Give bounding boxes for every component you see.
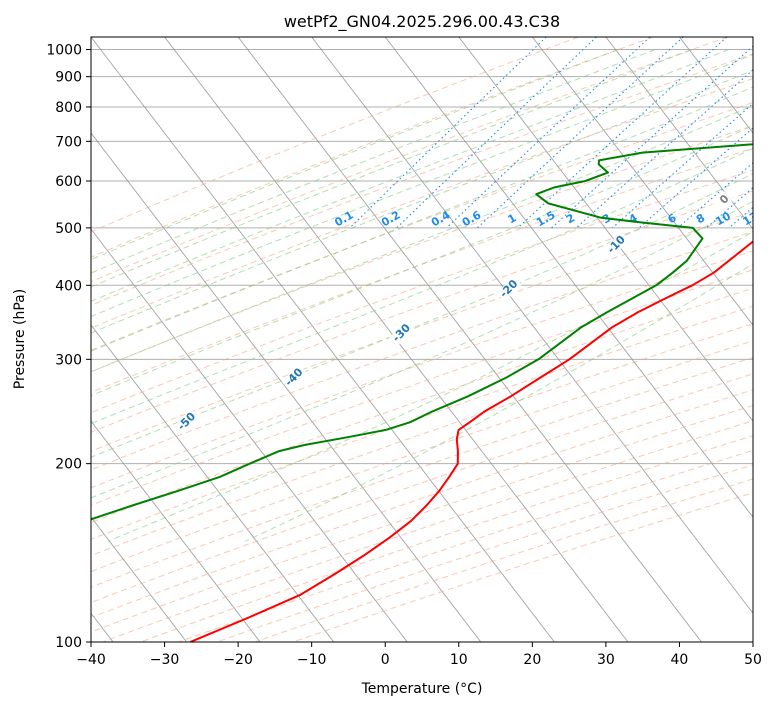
x-tick-label: −20	[223, 652, 253, 668]
y-tick-label: 500	[55, 221, 82, 237]
dry-adiabat	[91, 373, 753, 603]
isotherm-label-bg	[174, 409, 200, 435]
dewpoint-profile	[91, 143, 753, 521]
y-tick-label: 400	[55, 278, 82, 294]
y-tick-label: 600	[55, 174, 82, 190]
mixing-ratio-line	[476, 37, 684, 229]
isotherm-line	[91, 516, 187, 642]
dry-adiabat	[91, 305, 753, 540]
moist-adiabat	[107, 231, 753, 542]
moist-adiabat	[91, 54, 753, 318]
isotherm-line	[605, 37, 753, 230]
dry-adiabat	[91, 404, 753, 633]
y-axis: 100 200 300 400 500 600 700 800 900 1000	[46, 43, 91, 651]
y-tick-label: 800	[55, 100, 82, 116]
moist-adiabat	[91, 49, 619, 261]
chart-title: wetPf2_GN04.2025.296.00.43.C38	[284, 12, 560, 32]
mixing-ratio-lines	[349, 37, 753, 229]
isotherm-line	[91, 37, 555, 642]
mixing-ratio-line	[446, 37, 651, 229]
x-tick-label: 20	[523, 652, 541, 668]
mixing-ratio-line	[575, 69, 753, 229]
isotherm-label-bg	[603, 232, 630, 258]
temperature-profile	[189, 240, 753, 642]
y-tick-label: 200	[55, 457, 82, 473]
isotherm-label-bg	[712, 187, 738, 213]
moist-adiabat	[91, 49, 729, 302]
profile-series	[91, 143, 753, 642]
x-axis: −40 −30 −20 −10 0 10 20 30 40 50	[76, 642, 762, 668]
isotherm-label-bg	[281, 364, 308, 391]
dry-adiabat	[91, 323, 753, 557]
y-tick-label: 1000	[46, 43, 82, 59]
dry-adiabat	[91, 37, 728, 283]
plot-frame	[90, 36, 754, 643]
dry-adiabat	[91, 356, 753, 588]
x-tick-label: 50	[744, 652, 762, 668]
x-tick-label: 10	[450, 652, 468, 668]
x-axis-label: Temperature (°C)	[361, 681, 483, 697]
x-tick-label: −40	[76, 652, 106, 668]
dry-adiabat	[91, 389, 753, 618]
dry-adiabat	[91, 53, 753, 306]
moist-adiabat	[91, 125, 753, 397]
dry-adiabat	[178, 449, 753, 642]
y-tick-label: 900	[55, 70, 82, 86]
dry-adiabat	[91, 340, 753, 573]
dry-adiabat	[91, 37, 579, 233]
y-tick-label: 300	[55, 352, 82, 368]
x-tick-label: 40	[671, 652, 689, 668]
dry-adiabat	[140, 435, 753, 642]
isotherm-line	[458, 37, 753, 422]
x-tick-label: 30	[597, 652, 615, 668]
y-axis-label: Pressure (hPa)	[12, 289, 28, 389]
x-tick-label: −10	[297, 652, 327, 668]
mixing-ratio-line	[612, 102, 753, 229]
mixing-ratio-line	[396, 37, 597, 229]
isotherm-line	[91, 132, 482, 642]
moist-adiabat	[91, 69, 753, 334]
isotherm-label-bg	[389, 320, 415, 347]
isotherm-label-bg	[496, 276, 522, 302]
isotherm-line	[91, 420, 261, 642]
isotherm-line	[531, 37, 753, 326]
y-tick-label: 100	[55, 635, 82, 651]
moist-adiabat	[91, 49, 656, 274]
dry-adiabat	[91, 125, 753, 373]
mixing-ratio-label: 13	[741, 209, 761, 228]
mixing-ratio-line	[349, 37, 547, 229]
moist-adiabat	[91, 86, 753, 352]
moist-adiabat	[91, 200, 753, 499]
x-tick-label: 0	[381, 652, 390, 668]
y-tick-label: 700	[55, 134, 82, 150]
moist-adiabat	[91, 172, 753, 458]
isotherm-line	[237, 37, 702, 642]
moist-adiabat	[91, 147, 753, 425]
isotherm-line	[91, 228, 408, 642]
x-tick-label: −30	[150, 652, 180, 668]
